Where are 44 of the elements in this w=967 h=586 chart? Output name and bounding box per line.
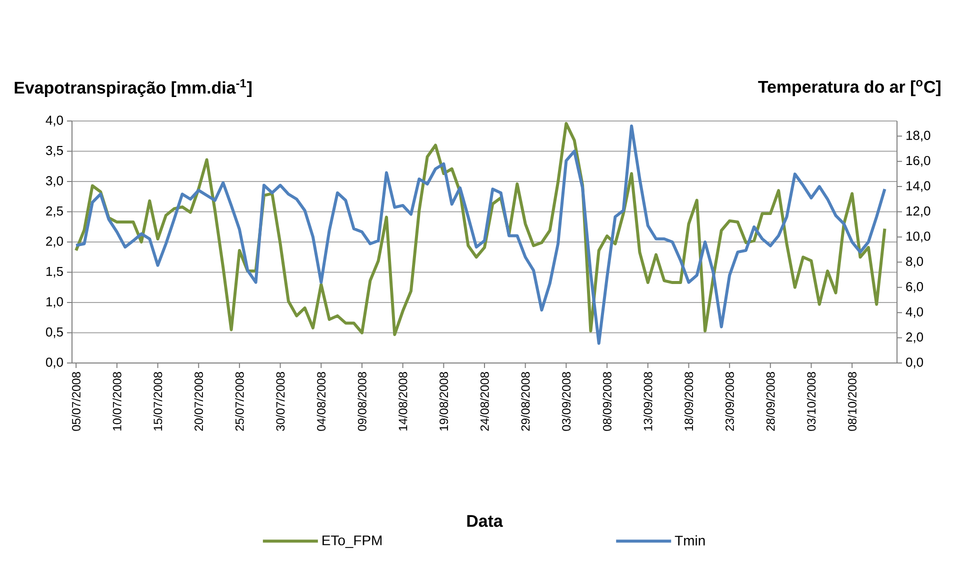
x-tick-label: 25/07/2008 xyxy=(235,372,244,431)
y-tick-label: 1,5 xyxy=(46,266,63,278)
y2-tick-label: 8,0 xyxy=(906,256,924,268)
legend-label: ETo_FPM xyxy=(322,536,382,548)
x-tick-label: 14/08/2008 xyxy=(398,372,408,430)
x-tick-label: 03/09/2008 xyxy=(562,372,571,431)
y2-tick-label: 14,0 xyxy=(906,181,930,192)
y-axis-title: Evapotranspiração [mm.dia$^{-1}$] xyxy=(14,79,252,98)
x-tick-label: 08/09/2008 xyxy=(602,372,612,431)
x-tick-label: 23/09/2008 xyxy=(725,372,734,431)
y2-tick-label: 0,0 xyxy=(906,358,924,368)
x-tick-label: 29/08/2008 xyxy=(520,372,530,431)
y-tick-label: 2,0 xyxy=(46,236,63,248)
y-tick-label: 2,5 xyxy=(46,206,63,218)
x-tick-label: 20/07/2008 xyxy=(194,372,203,431)
x-tick-label: 19/08/2008 xyxy=(439,372,448,430)
x-tick-label: 05/07/2008 xyxy=(72,372,80,431)
x-tick-label: 03/10/2008 xyxy=(806,372,816,431)
x-tick-label: 24/08/2008 xyxy=(480,372,489,431)
x-axis-title: Data xyxy=(467,515,503,527)
y-tick-label: 4,0 xyxy=(46,116,63,126)
x-tick-label: 18/09/2008 xyxy=(684,372,694,430)
y-tick-label: 1,0 xyxy=(46,297,63,308)
x-tick-label: 04/08/2008 xyxy=(316,372,326,431)
y2-tick-label: 10,0 xyxy=(906,232,930,242)
y-tick-label: 0,0 xyxy=(46,358,63,368)
x-tick-label: 30/07/2008 xyxy=(276,372,285,431)
y-tick-label: 0,5 xyxy=(46,327,63,338)
y2-tick-label: 2,0 xyxy=(906,332,924,344)
x-tick-label: 10/07/2008 xyxy=(112,372,122,430)
x-tick-label: 08/10/2008 xyxy=(848,372,856,431)
x-tick-label: 15/07/2008 xyxy=(153,372,162,430)
y2-tick-label: 16,0 xyxy=(906,156,930,167)
x-tick-label: 28/09/2008 xyxy=(766,372,775,431)
y2-tick-label: 12,0 xyxy=(906,206,930,218)
y-tick-label: 3,0 xyxy=(46,176,63,187)
legend-label: Tmin xyxy=(674,535,705,546)
y-tick-label: 3,5 xyxy=(46,146,63,157)
y2-tick-label: 6,0 xyxy=(906,282,924,293)
y2-tick-label: 18,0 xyxy=(906,130,930,142)
x-tick-label: 13/09/2008 xyxy=(643,372,652,430)
x-tick-label: 09/08/2008 xyxy=(358,372,366,431)
y2-tick-label: 4,0 xyxy=(906,307,924,318)
y2-axis-title: Temperatura do ar [$^{o}$C] xyxy=(758,80,940,96)
